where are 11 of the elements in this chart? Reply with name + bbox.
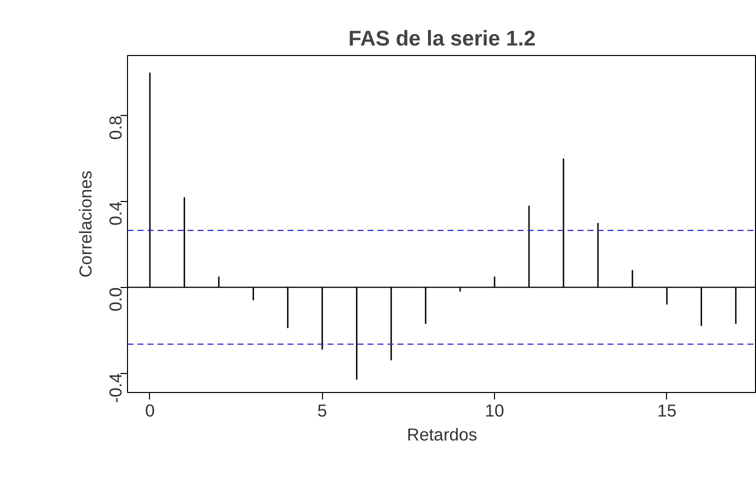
y-tick-label: -0.4 [106, 372, 126, 404]
x-tick-label: 5 [317, 400, 328, 420]
y-tick-label: 0.8 [106, 116, 126, 140]
y-tick-label: 0.0 [106, 287, 126, 312]
x-tick-label: 0 [145, 400, 155, 420]
y-tick-label: 0.4 [106, 201, 126, 226]
x-tick-label: 15 [657, 400, 677, 420]
y-axis-title: Correlaciones [76, 170, 96, 278]
x-tick-label: 10 [484, 400, 504, 420]
x-axis-title: Retardos [406, 424, 478, 444]
chart-title: FAS de la serie 1.2 [348, 26, 536, 50]
